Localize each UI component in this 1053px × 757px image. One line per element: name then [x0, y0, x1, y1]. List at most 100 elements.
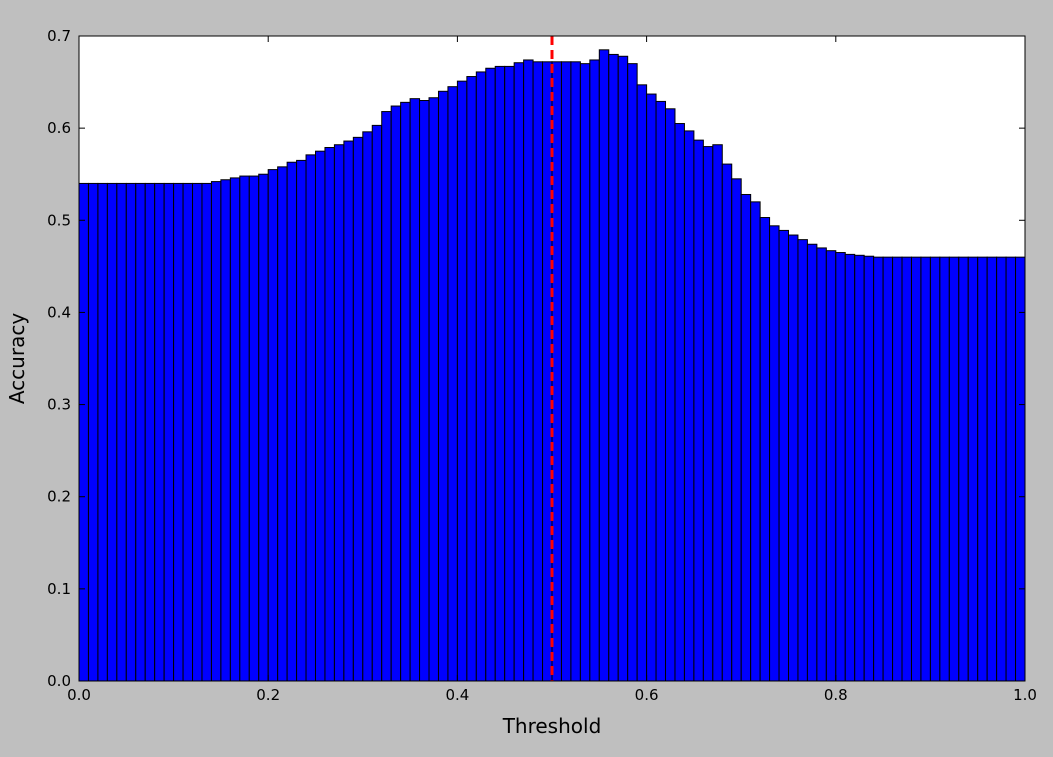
ticks-layer: 0.0 0.2 0.4 0.6 0.8 1.0 0.0 0.1 0.2 0.3 0.4 0.5 0.6 0… — [47, 27, 1037, 704]
bar — [683, 130, 695, 682]
bar — [267, 169, 279, 682]
bar — [362, 131, 373, 682]
x-axis-title: Threshold — [502, 714, 602, 738]
bar — [523, 59, 534, 682]
bar — [627, 63, 638, 682]
bar — [428, 97, 439, 682]
bar — [948, 256, 960, 682]
bar — [617, 55, 629, 682]
bar — [116, 182, 127, 682]
bar — [958, 256, 969, 682]
bar — [996, 256, 1007, 682]
bar — [863, 255, 875, 682]
bar — [608, 53, 619, 682]
bar — [229, 177, 241, 682]
bar — [977, 256, 988, 682]
bar — [920, 256, 931, 682]
bar — [655, 100, 667, 682]
bar — [797, 239, 808, 682]
bar — [778, 229, 789, 682]
bar — [769, 225, 780, 682]
y-tick-label: 0.6 — [47, 119, 71, 137]
bar — [210, 181, 222, 682]
bar — [532, 61, 544, 682]
bar — [636, 84, 648, 682]
bar — [315, 150, 326, 682]
bar — [258, 173, 269, 682]
bar — [873, 256, 884, 682]
bar — [721, 163, 733, 682]
x-tick-label: 0.8 — [824, 686, 848, 704]
y-tick-label: 0.0 — [47, 672, 71, 690]
bar — [144, 182, 156, 682]
bar — [286, 161, 298, 682]
bar — [437, 90, 449, 682]
bar — [967, 256, 979, 682]
bar — [665, 108, 676, 682]
bar — [305, 154, 317, 682]
bar — [986, 256, 998, 682]
bar — [674, 123, 685, 682]
bar — [352, 136, 364, 682]
bar — [466, 76, 477, 682]
bar — [343, 140, 354, 682]
bar — [447, 86, 458, 682]
bar — [494, 65, 506, 682]
bar — [409, 98, 421, 682]
bar — [835, 252, 846, 682]
y-tick-label: 0.3 — [47, 396, 71, 414]
y-tick-label: 0.5 — [47, 211, 71, 229]
plot-frame — [78, 35, 1026, 682]
bar — [806, 243, 818, 682]
bar — [173, 182, 184, 682]
bar — [560, 61, 572, 682]
bar — [277, 166, 288, 682]
bar — [125, 182, 137, 682]
bar — [844, 253, 856, 682]
bar — [816, 247, 827, 682]
bar — [570, 61, 581, 682]
bar — [220, 179, 231, 682]
bar — [892, 256, 903, 682]
bar — [854, 254, 865, 682]
bar — [78, 182, 89, 682]
bar — [87, 182, 99, 682]
bar — [646, 93, 657, 682]
y-tick-label: 0.4 — [47, 303, 71, 321]
bar — [475, 71, 487, 682]
bar — [381, 111, 392, 682]
bar — [390, 105, 402, 682]
bar — [579, 63, 591, 682]
bar — [598, 49, 610, 682]
x-tick-label: 1.0 — [1013, 686, 1037, 704]
bar — [400, 101, 411, 682]
bar — [456, 80, 468, 682]
bar — [1005, 256, 1017, 682]
bar — [192, 182, 203, 682]
bar — [296, 159, 307, 682]
bar — [513, 62, 525, 682]
bar — [1015, 256, 1026, 682]
bar — [239, 175, 250, 682]
bar — [589, 59, 600, 682]
bar — [154, 182, 165, 682]
bar — [504, 65, 515, 682]
bar — [702, 146, 714, 682]
bar — [740, 193, 752, 682]
bar — [135, 182, 146, 682]
x-tick-label: 0.0 — [67, 686, 91, 704]
bar — [693, 139, 704, 682]
bar — [371, 124, 383, 682]
bar — [825, 250, 837, 682]
bar — [929, 256, 941, 682]
bar — [97, 182, 108, 682]
bar — [788, 234, 799, 682]
bar — [106, 182, 118, 682]
y-axis-title: Accuracy — [5, 313, 29, 404]
bar — [882, 256, 894, 682]
bar — [485, 67, 496, 682]
y-tick-label: 0.7 — [47, 27, 71, 45]
bar — [419, 100, 430, 682]
bar — [248, 175, 260, 682]
